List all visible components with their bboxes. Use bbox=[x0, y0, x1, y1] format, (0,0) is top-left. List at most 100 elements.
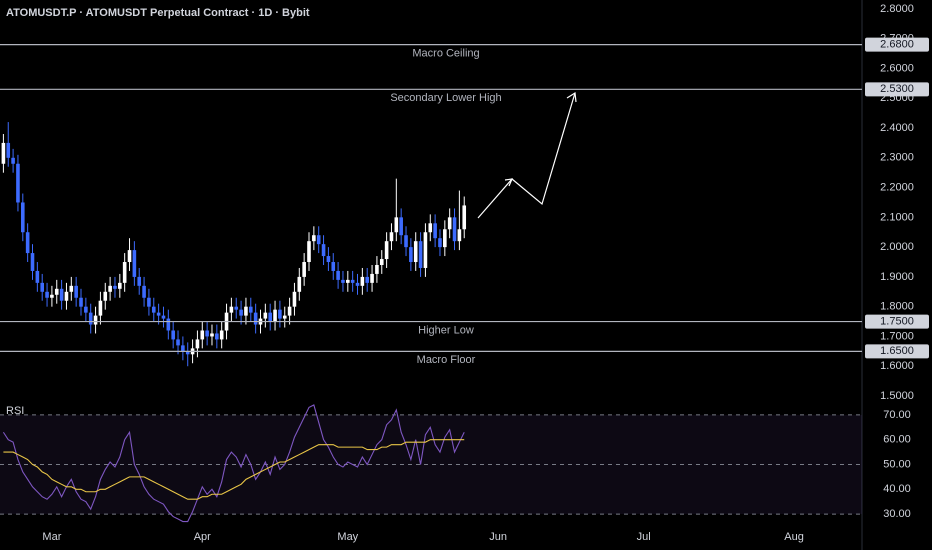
candle-body bbox=[185, 351, 190, 355]
candle-body bbox=[229, 306, 234, 313]
candle-body bbox=[321, 244, 326, 257]
y-tick-label: 2.8000 bbox=[880, 3, 914, 15]
candle-body bbox=[263, 312, 268, 319]
candle-body bbox=[413, 241, 418, 263]
candle-body bbox=[113, 285, 117, 289]
y-tick-label: 70.00 bbox=[883, 409, 911, 421]
candle-body bbox=[6, 142, 11, 158]
y-tick-label: 2.6000 bbox=[880, 62, 914, 74]
candle-body bbox=[103, 291, 108, 301]
candle-body bbox=[108, 285, 112, 292]
candle-body bbox=[11, 157, 15, 164]
candle-body bbox=[248, 306, 253, 313]
y-tick-label: 30.00 bbox=[883, 508, 911, 520]
candle-body bbox=[132, 250, 137, 277]
candle-body bbox=[161, 315, 166, 319]
candle-body bbox=[40, 282, 45, 292]
y-tick-label: 2.4000 bbox=[880, 122, 914, 134]
candle-body bbox=[244, 306, 248, 316]
y-tick-label: 1.6000 bbox=[880, 360, 914, 372]
candle-body bbox=[69, 285, 74, 292]
candle-body bbox=[316, 235, 321, 245]
candle-body bbox=[20, 202, 25, 233]
candle-body bbox=[181, 345, 185, 352]
candle-body bbox=[79, 297, 83, 307]
x-tick-label: Mar bbox=[42, 531, 61, 543]
candle-body bbox=[210, 333, 214, 337]
candle-body bbox=[428, 223, 433, 233]
y-tick-label: 2.3000 bbox=[880, 152, 914, 164]
candle-body bbox=[84, 306, 88, 313]
candle-body bbox=[433, 223, 437, 239]
candle-body bbox=[147, 297, 151, 307]
level-badge bbox=[865, 314, 929, 329]
candle-body bbox=[137, 276, 142, 286]
y-tick-label: 40.00 bbox=[883, 483, 911, 495]
candle-body bbox=[1, 142, 6, 164]
level-badge-label: 1.6500 bbox=[880, 345, 914, 357]
x-tick-label: Aug bbox=[784, 531, 804, 543]
candle-body bbox=[438, 238, 442, 248]
candle-body bbox=[176, 339, 180, 346]
level-badge bbox=[865, 37, 929, 52]
candle-body bbox=[98, 300, 103, 316]
candle-body bbox=[336, 270, 340, 280]
candle-body bbox=[215, 333, 219, 340]
candle-body bbox=[16, 163, 20, 203]
y-tick-label: 60.00 bbox=[883, 434, 911, 446]
level-badge-label: 1.7500 bbox=[880, 315, 914, 327]
candle-body bbox=[151, 306, 156, 313]
candle-body bbox=[118, 282, 122, 289]
chart-title: ATOMUSDT.P · ATOMUSDT Perpetual Contract… bbox=[6, 7, 310, 19]
candle-body bbox=[88, 312, 93, 325]
rsi-line bbox=[2, 404, 465, 523]
candle-body bbox=[302, 262, 306, 277]
y-tick-label: 1.9000 bbox=[880, 271, 914, 283]
candle-body bbox=[205, 330, 209, 337]
candle-body bbox=[64, 291, 69, 301]
y-tick-label: 1.5000 bbox=[880, 390, 914, 402]
arrow-head bbox=[504, 178, 513, 187]
candle-body bbox=[219, 330, 224, 340]
y-tick-label: 1.8000 bbox=[880, 301, 914, 313]
candle-body bbox=[122, 262, 127, 283]
candle-body bbox=[312, 235, 316, 242]
candle-body bbox=[326, 256, 331, 263]
candle-body bbox=[287, 306, 292, 316]
candle-body bbox=[45, 291, 49, 298]
candle-body bbox=[355, 282, 360, 286]
candle-body bbox=[384, 241, 389, 260]
candle-body bbox=[462, 205, 467, 230]
level-badge-label: 2.5300 bbox=[880, 83, 914, 95]
x-tick-label: Jul bbox=[637, 531, 651, 543]
candle-body bbox=[399, 217, 403, 236]
level-badge bbox=[865, 82, 929, 97]
x-tick-label: Apr bbox=[194, 531, 211, 543]
candle-body bbox=[307, 241, 311, 263]
candle-body bbox=[239, 309, 243, 316]
y-tick-label: 2.1000 bbox=[880, 211, 914, 223]
level-badge bbox=[865, 344, 929, 359]
candle-body bbox=[59, 288, 64, 301]
candle-body bbox=[234, 306, 239, 310]
candle-body bbox=[375, 264, 379, 274]
level-name: Secondary Lower High bbox=[390, 92, 501, 104]
candle-body bbox=[268, 312, 272, 322]
candle-body bbox=[156, 312, 161, 316]
candle-body bbox=[142, 285, 146, 298]
candle-body bbox=[50, 294, 54, 298]
y-tick-label: 2.0000 bbox=[880, 241, 914, 253]
candle-body bbox=[418, 241, 423, 268]
candle-body bbox=[379, 259, 384, 265]
rsi-line bbox=[3, 439, 465, 500]
level-name: Higher Low bbox=[418, 324, 474, 336]
candle-body bbox=[409, 247, 413, 263]
candle-body bbox=[200, 330, 205, 340]
candle-body bbox=[389, 232, 394, 242]
candle-body bbox=[360, 276, 365, 286]
candle-body bbox=[25, 232, 30, 254]
candle-body bbox=[346, 279, 350, 283]
